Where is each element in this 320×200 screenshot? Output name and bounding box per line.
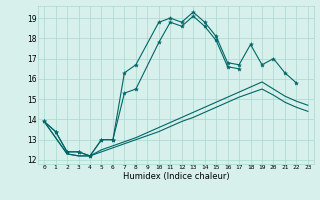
X-axis label: Humidex (Indice chaleur): Humidex (Indice chaleur)	[123, 172, 229, 181]
